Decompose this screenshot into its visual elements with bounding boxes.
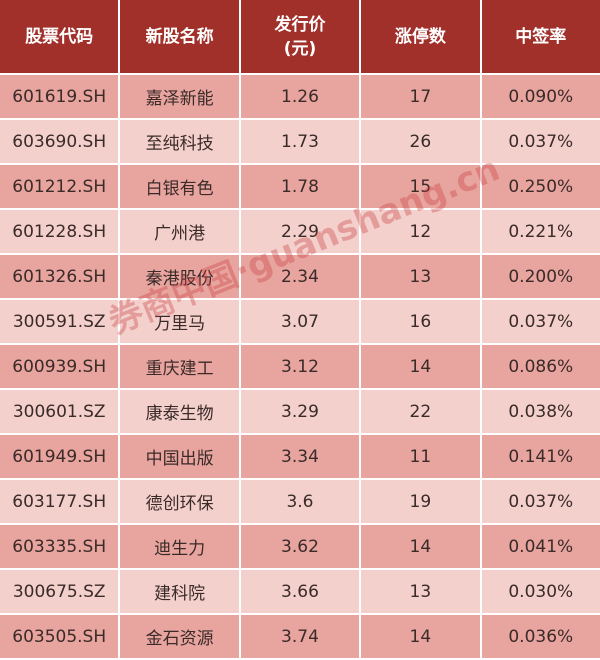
table-row: 601619.SH 嘉泽新能 1.26 17 0.090%	[0, 75, 600, 118]
cell-stock-name: 至纯科技	[120, 120, 239, 163]
cell-stock-name: 白银有色	[120, 165, 239, 208]
header-stock-code: 股票代码	[0, 0, 119, 73]
cell-stock-code: 603505.SH	[0, 615, 119, 658]
cell-stock-name: 德创环保	[120, 480, 239, 523]
table-row: 601212.SH 白银有色 1.78 15 0.250%	[0, 165, 600, 208]
table-row: 300591.SZ 万里马 3.07 16 0.037%	[0, 300, 600, 343]
cell-limit-up-count: 13	[361, 570, 480, 613]
cell-stock-code: 300591.SZ	[0, 300, 119, 343]
cell-win-rate: 0.038%	[481, 390, 600, 433]
cell-limit-up-count: 14	[361, 345, 480, 388]
cell-limit-up-count: 14	[361, 615, 480, 658]
cell-win-rate: 0.141%	[481, 435, 600, 478]
cell-stock-name: 万里马	[120, 300, 239, 343]
cell-issue-price: 3.74	[240, 615, 360, 658]
cell-stock-name: 中国出版	[120, 435, 239, 478]
cell-win-rate: 0.036%	[481, 615, 600, 658]
cell-issue-price: 3.29	[240, 390, 360, 433]
cell-stock-code: 601326.SH	[0, 255, 119, 298]
cell-limit-up-count: 17	[361, 75, 480, 118]
cell-issue-price: 1.73	[240, 120, 360, 163]
cell-stock-code: 603177.SH	[0, 480, 119, 523]
cell-win-rate: 0.037%	[481, 120, 600, 163]
cell-limit-up-count: 11	[361, 435, 480, 478]
table-row: 603505.SH 金石资源 3.74 14 0.036%	[0, 615, 600, 658]
cell-stock-name: 秦港股份	[120, 255, 239, 298]
cell-stock-code: 603335.SH	[0, 525, 119, 568]
cell-stock-name: 重庆建工	[120, 345, 239, 388]
cell-issue-price: 3.6	[240, 480, 360, 523]
cell-issue-price: 2.34	[240, 255, 360, 298]
table-row: 601949.SH 中国出版 3.34 11 0.141%	[0, 435, 600, 478]
cell-stock-name: 康泰生物	[120, 390, 239, 433]
cell-win-rate: 0.200%	[481, 255, 600, 298]
cell-win-rate: 0.250%	[481, 165, 600, 208]
header-row: 股票代码 新股名称 发行价 (元) 涨停数 中签率	[0, 0, 600, 73]
header-price-line2: (元)	[283, 38, 317, 59]
header-limit-up-count: 涨停数	[361, 0, 480, 73]
cell-stock-name: 嘉泽新能	[120, 75, 239, 118]
cell-limit-up-count: 16	[361, 300, 480, 343]
cell-stock-code: 600939.SH	[0, 345, 119, 388]
cell-stock-code: 300675.SZ	[0, 570, 119, 613]
cell-limit-up-count: 22	[361, 390, 480, 433]
cell-stock-code: 603690.SH	[0, 120, 119, 163]
header-stock-name: 新股名称	[120, 0, 239, 73]
table-row: 603335.SH 迪生力 3.62 14 0.041%	[0, 525, 600, 568]
cell-win-rate: 0.041%	[481, 525, 600, 568]
cell-stock-name: 迪生力	[120, 525, 239, 568]
cell-limit-up-count: 15	[361, 165, 480, 208]
cell-win-rate: 0.086%	[481, 345, 600, 388]
cell-limit-up-count: 13	[361, 255, 480, 298]
cell-stock-code: 601212.SH	[0, 165, 119, 208]
table-row: 601228.SH 广州港 2.29 12 0.221%	[0, 210, 600, 253]
cell-issue-price: 3.12	[240, 345, 360, 388]
table-row: 300675.SZ 建科院 3.66 13 0.030%	[0, 570, 600, 613]
cell-win-rate: 0.037%	[481, 480, 600, 523]
table-row: 603177.SH 德创环保 3.6 19 0.037%	[0, 480, 600, 523]
cell-win-rate: 0.030%	[481, 570, 600, 613]
table-row: 603690.SH 至纯科技 1.73 26 0.037%	[0, 120, 600, 163]
cell-issue-price: 3.62	[240, 525, 360, 568]
header-issue-price: 发行价 (元)	[240, 0, 360, 73]
header-win-rate: 中签率	[481, 0, 600, 73]
cell-issue-price: 2.29	[240, 210, 360, 253]
cell-stock-code: 300601.SZ	[0, 390, 119, 433]
cell-win-rate: 0.221%	[481, 210, 600, 253]
cell-limit-up-count: 26	[361, 120, 480, 163]
cell-issue-price: 3.34	[240, 435, 360, 478]
cell-limit-up-count: 14	[361, 525, 480, 568]
cell-issue-price: 3.07	[240, 300, 360, 343]
table-row: 300601.SZ 康泰生物 3.29 22 0.038%	[0, 390, 600, 433]
cell-stock-name: 广州港	[120, 210, 239, 253]
cell-issue-price: 3.66	[240, 570, 360, 613]
cell-stock-name: 建科院	[120, 570, 239, 613]
cell-limit-up-count: 19	[361, 480, 480, 523]
cell-stock-code: 601619.SH	[0, 75, 119, 118]
cell-stock-code: 601228.SH	[0, 210, 119, 253]
cell-stock-code: 601949.SH	[0, 435, 119, 478]
cell-win-rate: 0.037%	[481, 300, 600, 343]
header-price-line1: 发行价	[274, 14, 326, 35]
cell-limit-up-count: 12	[361, 210, 480, 253]
cell-issue-price: 1.78	[240, 165, 360, 208]
table-row: 601326.SH 秦港股份 2.34 13 0.200%	[0, 255, 600, 298]
cell-win-rate: 0.090%	[481, 75, 600, 118]
table-row: 600939.SH 重庆建工 3.12 14 0.086%	[0, 345, 600, 388]
cell-stock-name: 金石资源	[120, 615, 239, 658]
cell-issue-price: 1.26	[240, 75, 360, 118]
